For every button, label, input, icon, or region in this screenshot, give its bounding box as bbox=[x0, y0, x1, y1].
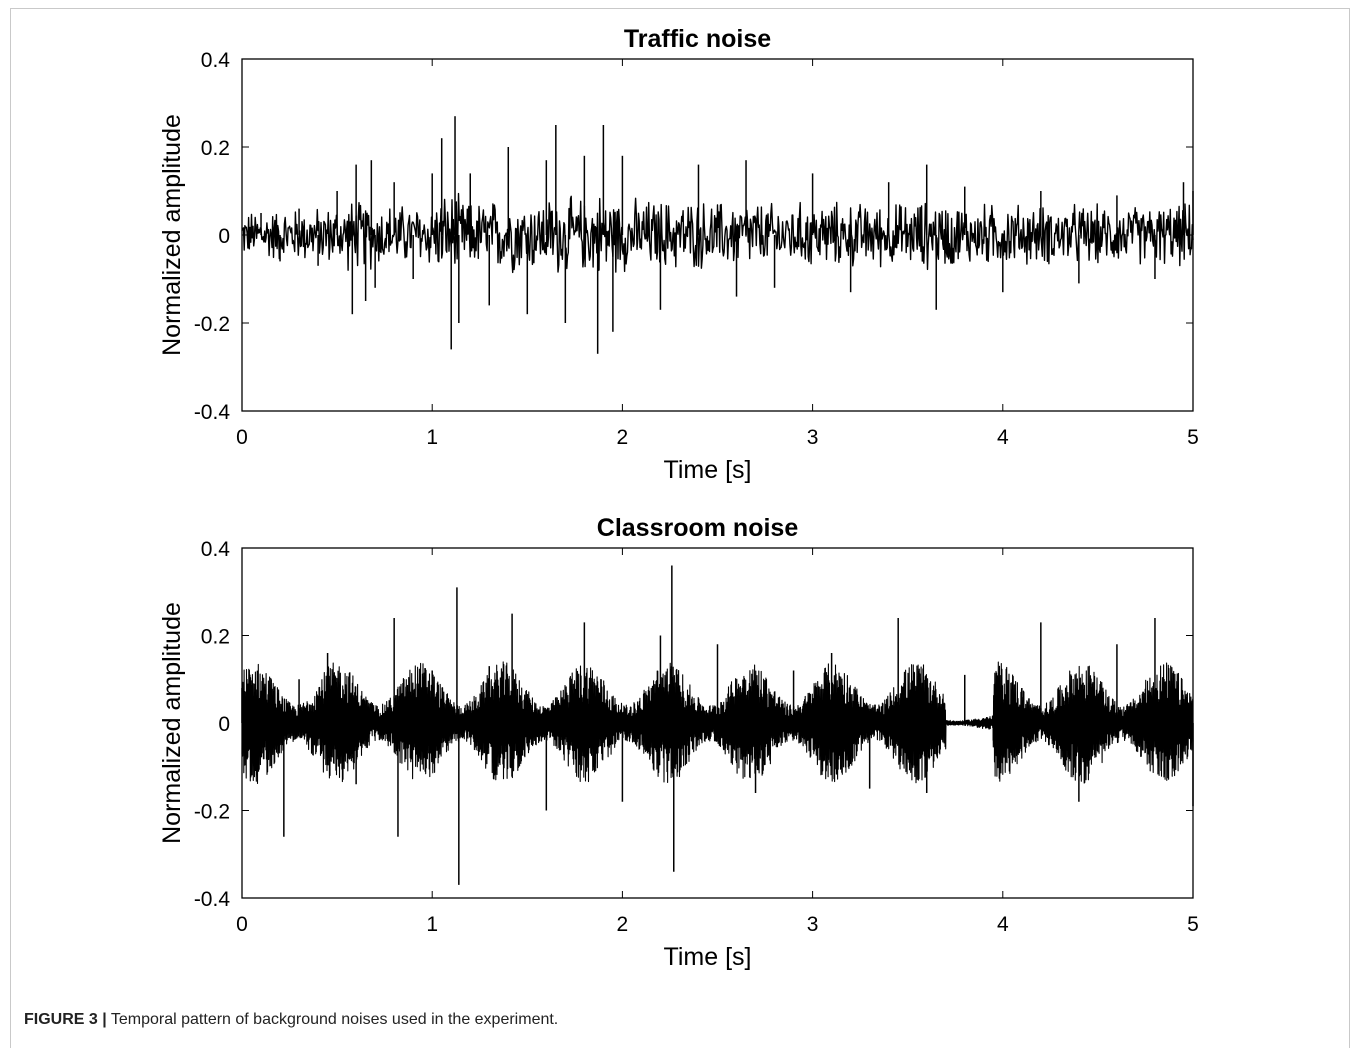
x-tick-label: 5 bbox=[1187, 913, 1199, 936]
x-tick-label: 0 bbox=[236, 913, 248, 936]
x-axis-label: Time [s] bbox=[664, 943, 752, 971]
figure-frame bbox=[10, 8, 1350, 1048]
x-tick-label: 5 bbox=[1187, 426, 1199, 449]
y-tick-label: 0.4 bbox=[201, 538, 231, 561]
x-axis-label: Time [s] bbox=[664, 456, 752, 484]
waveform-series bbox=[241, 192, 1194, 274]
x-tick-label: 4 bbox=[997, 913, 1009, 936]
y-tick-label: 0.4 bbox=[201, 49, 231, 72]
y-tick-label: -0.2 bbox=[194, 313, 230, 336]
figure-caption: FIGURE 3 | Temporal pattern of backgroun… bbox=[24, 1011, 558, 1029]
x-tick-label: 4 bbox=[997, 426, 1009, 449]
chart-1: 0 1 2 3 4 5 -0.4 -0.2 0 0.2 0.4 Traffic noise Time [… bbox=[158, 25, 1199, 484]
y-axis-label: Normalized amplitude bbox=[158, 602, 186, 844]
y-tick-label: 0.2 bbox=[201, 137, 230, 160]
waveform-series bbox=[241, 661, 1194, 785]
y-tick-label: 0 bbox=[218, 713, 230, 736]
y-tick-label: 0.2 bbox=[201, 626, 230, 649]
y-axis-label: Normalized amplitude bbox=[158, 114, 186, 356]
y-tick-label: -0.4 bbox=[194, 888, 231, 911]
y-tick-label: 0 bbox=[218, 225, 230, 248]
figure-charts: 0 1 2 3 4 5 -0.4 -0.2 0 0.2 0.4 Traffic noise Time [… bbox=[158, 25, 1199, 971]
x-tick-label: 3 bbox=[807, 913, 819, 936]
x-tick-label: 0 bbox=[236, 426, 248, 449]
chart-title: Traffic noise bbox=[624, 25, 771, 53]
y-tick-label: -0.2 bbox=[194, 801, 230, 824]
caption-text: Temporal pattern of background noises us… bbox=[106, 1011, 559, 1028]
x-tick-label: 2 bbox=[617, 913, 629, 936]
y-tick-label: -0.4 bbox=[194, 401, 231, 424]
x-tick-label: 2 bbox=[617, 426, 629, 449]
chart-2: 0 1 2 3 4 5 -0.4 -0.2 0 0.2 0.4 Classroom noise Time… bbox=[158, 514, 1199, 971]
x-tick-label: 1 bbox=[426, 426, 438, 449]
x-tick-label: 1 bbox=[426, 913, 438, 936]
x-tick-label: 3 bbox=[807, 426, 819, 449]
caption-label: FIGURE 3 | bbox=[24, 1011, 107, 1028]
chart-title: Classroom noise bbox=[597, 514, 799, 542]
